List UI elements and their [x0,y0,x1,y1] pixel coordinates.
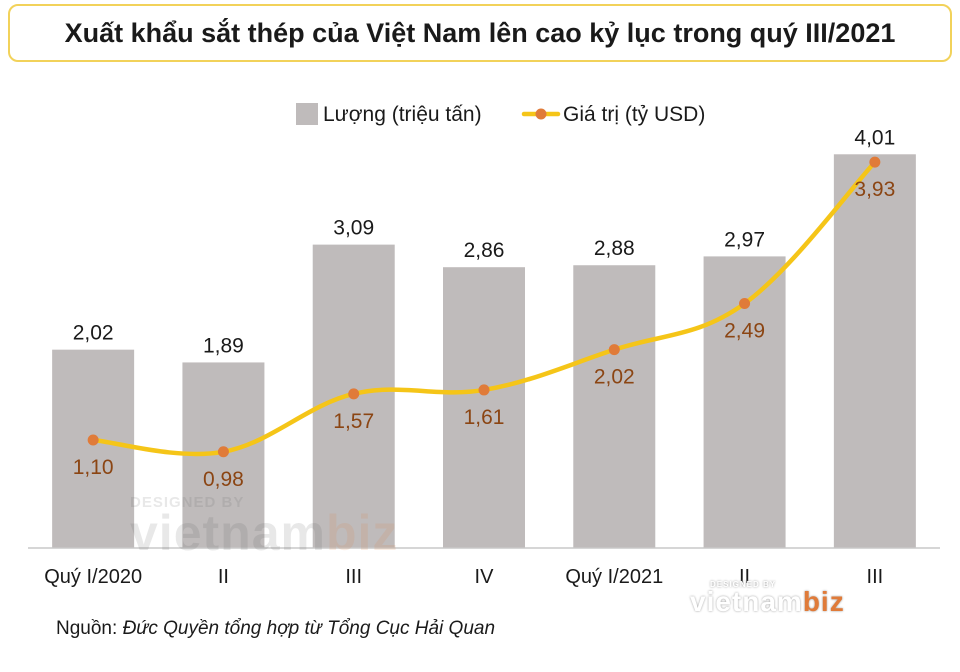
x-tick-label-4: Quý I/2021 [565,566,663,588]
bar-6 [833,154,916,549]
watermark-center: DESIGNED BY vietnambiz [130,494,398,558]
bar-value-label-0: 2,02 [73,322,114,345]
x-tick-label-1: II [218,566,229,588]
line-value-label-5: 2,49 [724,320,765,343]
line-value-label-6: 3,93 [854,178,895,201]
x-tick-label-0: Quý I/2020 [44,566,142,588]
line-marker-1 [217,446,229,458]
line-value-label-2: 1,57 [333,410,374,433]
bar-value-label-2: 3,09 [333,217,374,240]
x-tick-label-5: II [739,566,750,588]
watermark-logo: DESIGNED BY vietnambiz [690,580,845,617]
line-value-label-4: 2,02 [594,366,635,389]
x-tick-label-2: III [345,566,362,588]
legend-bar-label: Lượng (triệu tấn) [323,103,482,126]
watermark-brand-accent: biz [325,505,399,561]
x-tick-label-6: III [867,566,884,588]
legend-bar-swatch [296,103,318,125]
line-value-label-1: 0,98 [203,468,244,491]
logo-designed-by: DESIGNED BY [710,580,777,589]
line-marker-3 [478,384,490,396]
line-marker-6 [869,156,881,168]
line-marker-5 [739,298,751,310]
bar-4 [573,265,656,548]
line-value-label-3: 1,61 [464,406,505,429]
watermark-designed-by: DESIGNED BY [130,494,245,511]
legend-line-marker [535,108,547,120]
bar-0 [52,349,135,548]
watermark-brand-main: vietnam [130,505,326,561]
bar-value-label-4: 2,88 [594,237,635,260]
logo-brand-main: vietnam [690,586,803,617]
source-text: Đức Quyền tổng hợp từ Tổng Cục Hải Quan [122,618,496,639]
bar-3 [443,267,525,548]
bar-value-label-1: 1,89 [203,334,244,357]
source-label: Nguồn: [56,618,118,639]
legend-line-label: Giá trị (tỷ USD) [563,103,705,126]
bar-value-label-3: 2,86 [464,239,505,262]
line-marker-4 [608,344,620,356]
line-value-label-0: 1,10 [73,456,114,479]
bar-value-label-6: 4,01 [854,126,895,149]
logo-brand-accent: biz [802,586,845,617]
source-note: Nguồn: Đức Quyền tổng hợp từ Tổng Cục Hả… [56,618,495,640]
x-tick-label-3: IV [475,566,495,588]
line-marker-0 [87,434,99,446]
chart-title: Xuất khẩu sắt thép của Việt Nam lên cao … [8,4,952,62]
bar-value-label-5: 2,97 [724,228,765,251]
line-marker-2 [348,388,360,400]
